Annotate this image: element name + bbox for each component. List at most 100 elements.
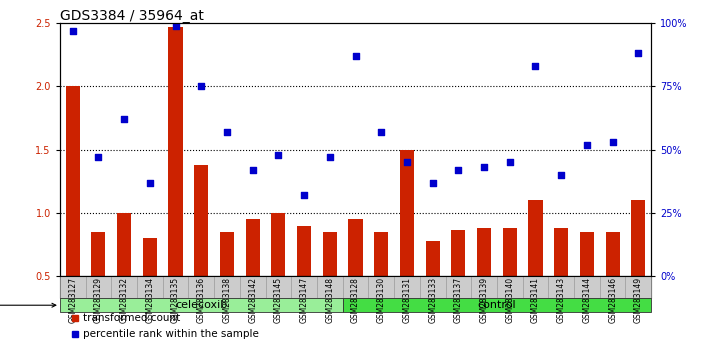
Text: GSM283138: GSM283138 xyxy=(222,277,232,323)
Text: GSM283149: GSM283149 xyxy=(634,277,643,323)
Text: GSM283128: GSM283128 xyxy=(351,277,360,323)
Bar xyxy=(529,200,543,340)
Point xyxy=(93,154,104,160)
Point xyxy=(453,167,464,173)
Bar xyxy=(194,165,208,340)
Bar xyxy=(86,276,111,298)
Point xyxy=(67,28,78,33)
Point xyxy=(170,23,181,28)
Text: GDS3384 / 35964_at: GDS3384 / 35964_at xyxy=(60,9,203,23)
Text: GSM283140: GSM283140 xyxy=(505,277,515,323)
Bar xyxy=(600,276,625,298)
Point xyxy=(427,180,439,185)
Point xyxy=(118,116,130,122)
Text: GSM283131: GSM283131 xyxy=(403,277,411,323)
Text: GSM283136: GSM283136 xyxy=(196,277,206,323)
Point xyxy=(504,160,515,165)
Point xyxy=(607,139,618,145)
Text: GSM283146: GSM283146 xyxy=(608,277,617,323)
Bar xyxy=(297,226,311,340)
Bar xyxy=(374,232,389,340)
Bar xyxy=(189,276,214,298)
Bar xyxy=(631,200,646,340)
Bar xyxy=(117,213,131,340)
Text: transformed count: transformed count xyxy=(84,313,181,323)
Bar xyxy=(60,276,651,298)
Text: GSM283142: GSM283142 xyxy=(249,277,257,323)
Bar xyxy=(240,276,265,298)
Bar xyxy=(343,276,368,298)
Text: GSM283127: GSM283127 xyxy=(68,277,77,323)
Bar xyxy=(271,213,285,340)
Text: GSM283134: GSM283134 xyxy=(145,277,154,323)
Text: GSM283130: GSM283130 xyxy=(377,277,386,323)
Point xyxy=(530,63,541,69)
Bar xyxy=(574,276,600,298)
Point xyxy=(479,165,490,170)
Bar xyxy=(291,276,317,298)
Point xyxy=(272,152,284,158)
Bar xyxy=(522,276,548,298)
Bar xyxy=(394,276,420,298)
Bar xyxy=(548,276,574,298)
Bar xyxy=(497,276,522,298)
Bar xyxy=(446,276,471,298)
Bar xyxy=(451,230,465,340)
Bar xyxy=(143,239,157,340)
Point xyxy=(144,180,156,185)
Bar xyxy=(168,27,182,340)
Point xyxy=(582,142,593,148)
Bar xyxy=(605,232,620,340)
Bar xyxy=(503,228,517,340)
Text: GSM283145: GSM283145 xyxy=(274,277,283,323)
Bar xyxy=(220,232,234,340)
Point xyxy=(324,154,335,160)
Bar xyxy=(343,298,651,312)
Point xyxy=(298,193,310,198)
Bar xyxy=(163,276,189,298)
Bar xyxy=(477,228,491,340)
Bar xyxy=(625,276,651,298)
Bar xyxy=(92,232,106,340)
Bar xyxy=(246,219,260,340)
Text: percentile rank within the sample: percentile rank within the sample xyxy=(84,329,259,339)
Bar xyxy=(60,276,86,298)
Point xyxy=(247,167,258,173)
Text: GSM283133: GSM283133 xyxy=(428,277,437,323)
Bar xyxy=(214,276,240,298)
Point xyxy=(401,160,413,165)
Text: agent: agent xyxy=(0,300,56,310)
Text: GSM283148: GSM283148 xyxy=(325,277,334,323)
Text: GSM283141: GSM283141 xyxy=(531,277,540,323)
Bar xyxy=(60,298,343,312)
Bar xyxy=(348,219,363,340)
Bar xyxy=(137,276,163,298)
Point xyxy=(221,129,232,135)
Text: GSM283129: GSM283129 xyxy=(94,277,103,323)
Bar xyxy=(580,232,594,340)
Text: GSM283144: GSM283144 xyxy=(582,277,591,323)
Text: GSM283139: GSM283139 xyxy=(479,277,489,323)
Point xyxy=(633,51,644,56)
Point xyxy=(376,129,387,135)
Text: control: control xyxy=(477,300,516,310)
Text: GSM283135: GSM283135 xyxy=(171,277,180,323)
Bar xyxy=(368,276,394,298)
Bar xyxy=(420,276,446,298)
Point xyxy=(350,53,361,59)
Text: GSM283143: GSM283143 xyxy=(557,277,566,323)
Point xyxy=(555,172,567,178)
Bar xyxy=(111,276,137,298)
Bar xyxy=(426,241,440,340)
Text: celecoxib: celecoxib xyxy=(175,300,227,310)
Bar xyxy=(265,276,291,298)
Text: GSM283147: GSM283147 xyxy=(300,277,308,323)
Text: GSM283132: GSM283132 xyxy=(120,277,129,323)
Bar xyxy=(65,86,80,340)
Point xyxy=(196,84,207,89)
Bar xyxy=(322,232,337,340)
Bar xyxy=(317,276,343,298)
Bar xyxy=(400,150,414,340)
Bar xyxy=(554,228,568,340)
Text: GSM283137: GSM283137 xyxy=(454,277,463,323)
